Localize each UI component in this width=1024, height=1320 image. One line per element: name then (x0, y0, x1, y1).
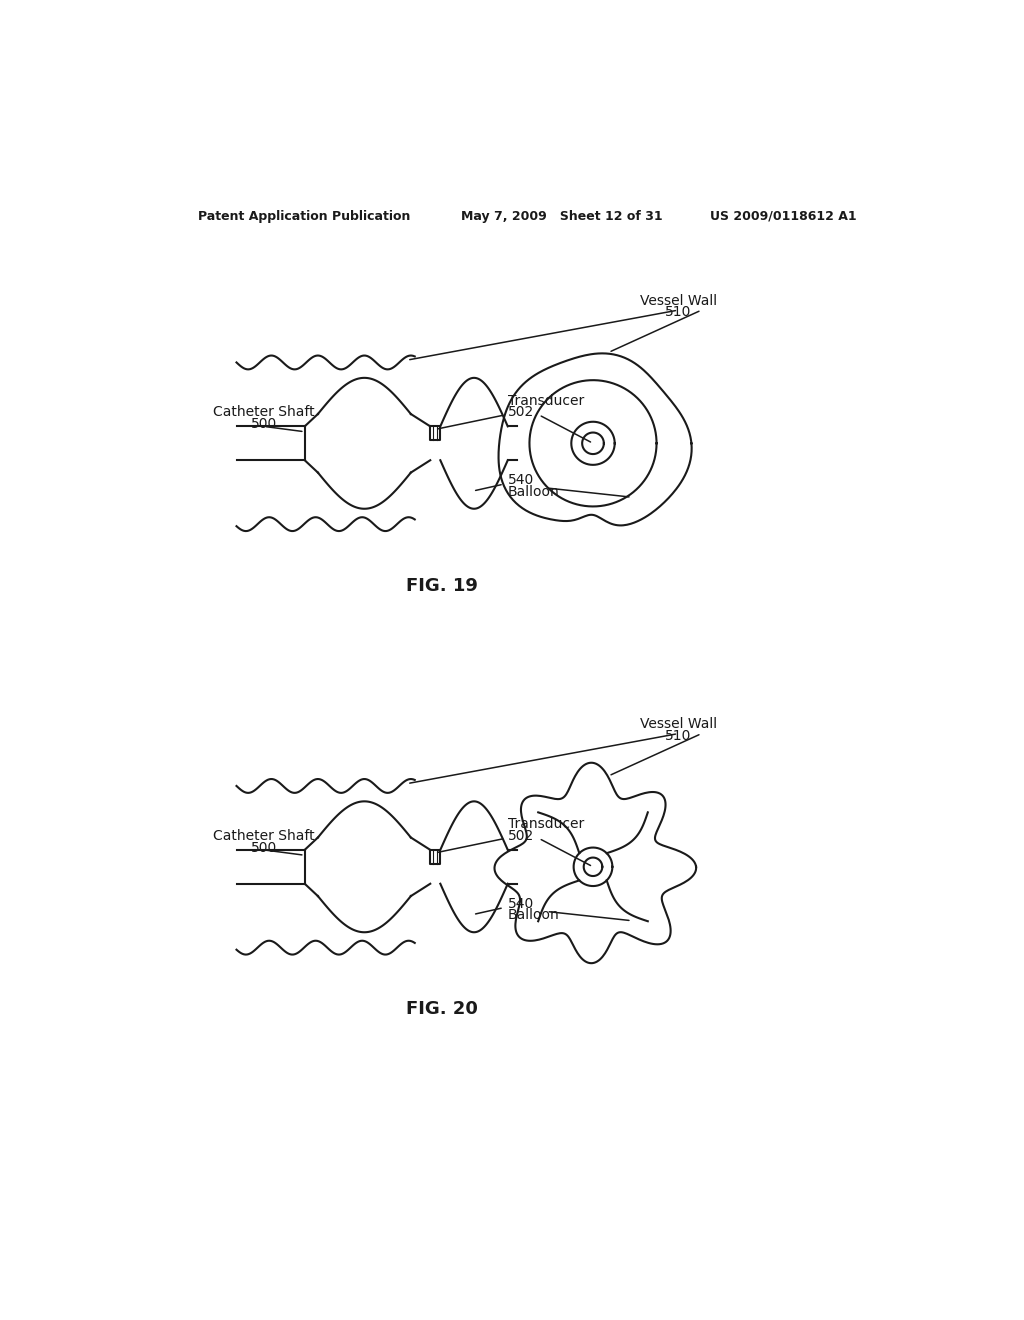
Text: May 7, 2009   Sheet 12 of 31: May 7, 2009 Sheet 12 of 31 (461, 210, 663, 223)
Text: Catheter Shaft: Catheter Shaft (213, 405, 314, 420)
Text: 502: 502 (508, 405, 534, 420)
Text: 500: 500 (251, 841, 276, 854)
Text: FIG. 19: FIG. 19 (406, 577, 478, 595)
Text: US 2009/0118612 A1: US 2009/0118612 A1 (710, 210, 856, 223)
Text: Balloon: Balloon (508, 908, 559, 923)
Text: 540: 540 (508, 896, 534, 911)
Text: Catheter Shaft: Catheter Shaft (213, 829, 314, 843)
Text: 510: 510 (665, 305, 691, 319)
Text: Vessel Wall: Vessel Wall (640, 294, 717, 308)
Text: Patent Application Publication: Patent Application Publication (198, 210, 411, 223)
Text: Vessel Wall: Vessel Wall (640, 717, 717, 731)
Text: 502: 502 (508, 829, 534, 843)
Text: Transducer: Transducer (508, 393, 584, 408)
Text: 500: 500 (251, 417, 276, 432)
Text: Transducer: Transducer (508, 817, 584, 832)
Text: 510: 510 (665, 729, 691, 743)
Text: FIG. 20: FIG. 20 (406, 1001, 478, 1018)
Text: Balloon: Balloon (508, 484, 559, 499)
Text: 540: 540 (508, 474, 534, 487)
